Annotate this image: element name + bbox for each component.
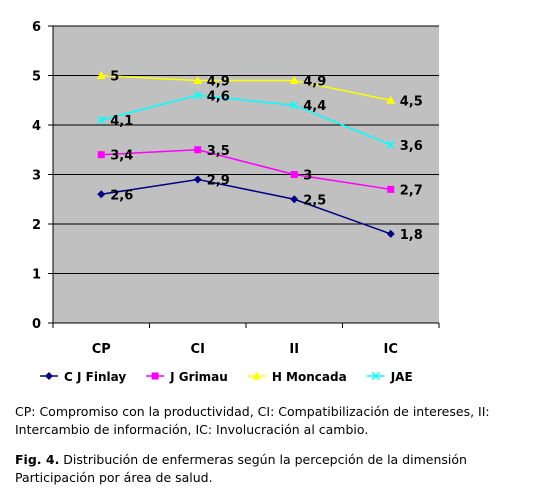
- data-label: 4,1: [110, 114, 133, 129]
- legend-marker: [252, 371, 262, 380]
- data-labels: 2,6 2,9 2,5 1,8 3,4 3,5 3 2,7 5 4,9 4,9 4,5 4,1 4,6 4,…: [110, 70, 423, 243]
- data-label: 3: [303, 169, 312, 184]
- data-label: 4,9: [207, 74, 230, 89]
- data-label: 3,6: [400, 139, 423, 154]
- data-label: 4,4: [303, 99, 326, 114]
- x-tick-label: CI: [191, 342, 205, 357]
- y-tick-label: 6: [32, 20, 41, 35]
- data-point: [96, 71, 106, 79]
- line-chart: 0 1 2 3 4 5 6 CP CI II IC 2,6 2,9 2,5 1,8 3,4 3,5 3 2,7 5…: [32, 20, 440, 384]
- figure-caption-text: Distribución de enfermeras según la perc…: [15, 452, 467, 485]
- legend-label: H Moncada: [272, 370, 347, 384]
- data-point: [387, 185, 395, 193]
- data-label: 2,6: [110, 188, 133, 203]
- data-label: 3,5: [207, 144, 230, 159]
- data-point: [290, 195, 299, 204]
- series-line: [101, 178, 392, 235]
- legend-marker: [371, 371, 380, 381]
- data-label: 2,7: [400, 183, 423, 198]
- data-point: [386, 229, 395, 238]
- data-point: [97, 116, 106, 125]
- x-axis: CP CI II IC: [52, 322, 440, 357]
- data-label: 5: [110, 70, 119, 85]
- data-point: [97, 151, 105, 159]
- legend-label: JAE: [390, 370, 413, 384]
- x-tick-label: CP: [92, 342, 111, 357]
- data-label: 2,5: [303, 193, 326, 208]
- data-point: [386, 95, 396, 104]
- legend-marker: [45, 372, 53, 380]
- y-tick-label: 2: [32, 218, 41, 233]
- legend-label: C J Finlay: [64, 370, 126, 384]
- series-line: [101, 74, 391, 101]
- legend-label: J Grimau: [169, 370, 228, 384]
- figure-caption-label: Fig. 4.: [15, 452, 60, 467]
- figure-caption: Fig. 4. Distribución de enfermeras según…: [15, 451, 535, 487]
- y-tick-label: 5: [32, 70, 41, 85]
- data-point: [290, 101, 299, 110]
- data-point: [97, 190, 106, 199]
- data-label: 4,6: [207, 89, 230, 104]
- data-point: [193, 75, 203, 84]
- series-line: [101, 94, 392, 146]
- y-tick-label: 0: [32, 317, 41, 332]
- data-point: [194, 146, 202, 154]
- x-tick-label: II: [289, 342, 299, 357]
- series-line: [101, 148, 391, 191]
- data-label: 1,8: [400, 228, 423, 243]
- data-point: [193, 175, 202, 184]
- legend: C J Finlay J Grimau H Moncada JAE: [40, 370, 413, 384]
- data-point: [386, 140, 395, 149]
- series-group: [96, 71, 396, 238]
- data-label: 2,9: [207, 173, 230, 188]
- y-tick-label: 1: [32, 268, 41, 283]
- data-label: 3,4: [110, 149, 133, 164]
- data-label: 4,5: [400, 94, 423, 109]
- gridlines: [53, 25, 439, 274]
- data-point: [289, 75, 299, 84]
- y-tick-label: 3: [32, 169, 41, 184]
- data-label: 4,9: [303, 74, 326, 89]
- data-point: [193, 91, 202, 100]
- y-tick-label: 4: [32, 119, 41, 134]
- abbreviation-note: CP: Compromiso con la productividad, CI:…: [15, 404, 490, 437]
- legend-marker: [151, 372, 159, 380]
- y-axis: 0 1 2 3 4 5 6: [32, 20, 54, 332]
- x-tick-label: IC: [384, 342, 398, 357]
- data-point: [290, 171, 298, 178]
